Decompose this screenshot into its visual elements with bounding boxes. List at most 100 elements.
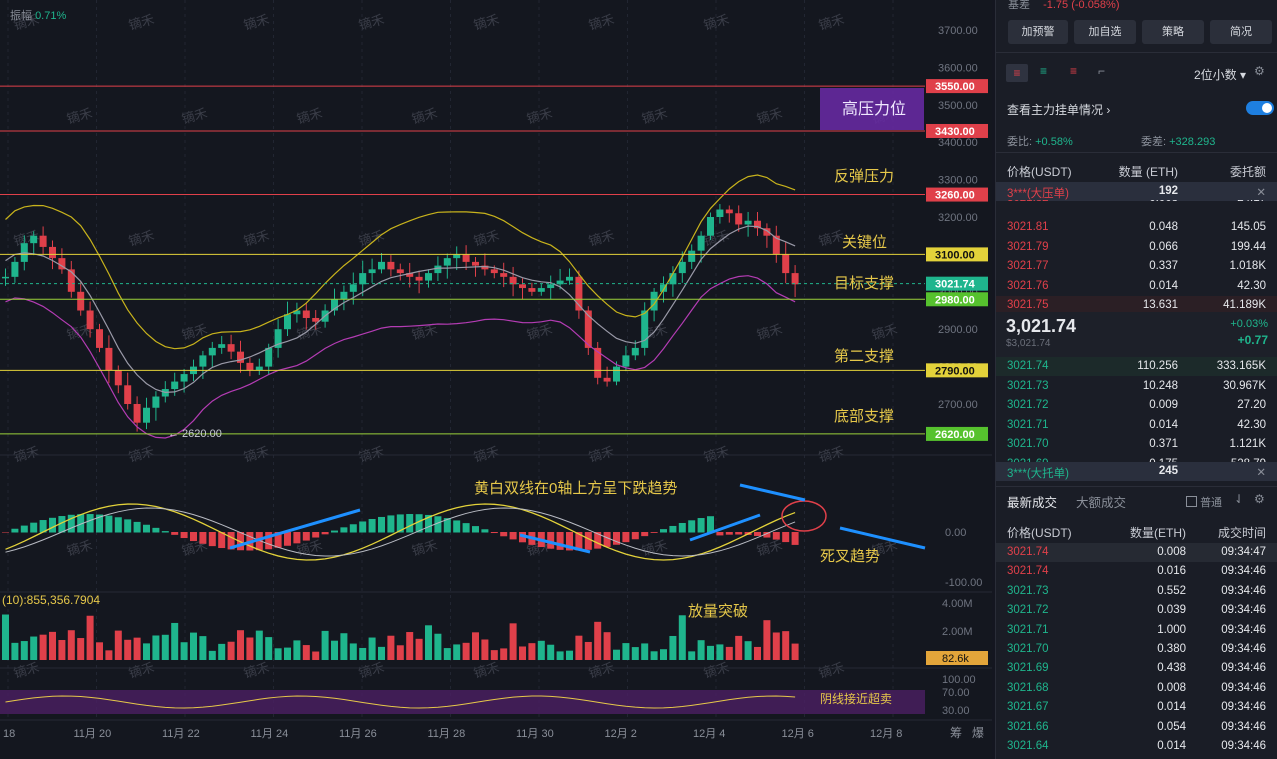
- trade-row-cell: 3021.73: [1007, 584, 1049, 597]
- watermark-text: 镝禾: [410, 321, 439, 342]
- volume-bar: [218, 643, 226, 660]
- trend-arrow: [689, 513, 761, 542]
- ask-row[interactable]: 3021.81 0.048 145.05: [996, 218, 1277, 237]
- volume-bar: [500, 648, 508, 660]
- volume-bar: [58, 640, 66, 660]
- trade-row[interactable]: 3021.74 0.016 09:34:46: [996, 562, 1277, 581]
- tab-latest-trades[interactable]: 最新成交: [1007, 496, 1058, 510]
- watermark-text: 镝禾: [357, 12, 386, 33]
- trade-row[interactable]: 3021.70 0.380 09:34:46: [996, 640, 1277, 659]
- settings-gear-icon[interactable]: ⚙: [1254, 64, 1265, 78]
- candle-body: [688, 250, 696, 262]
- trade-row[interactable]: 3021.67 0.014 09:34:46: [996, 698, 1277, 717]
- ask-row[interactable]: 3021.79 0.066 199.44: [996, 238, 1277, 257]
- bid-row[interactable]: 3021.73 10.248 30.967K: [996, 377, 1277, 396]
- ask-row[interactable]: 3021.76 0.014 42.30: [996, 277, 1277, 296]
- ask-row[interactable]: 3021.82 0.008 24.17: [996, 200, 1277, 208]
- volume-bar: [782, 631, 790, 660]
- trade-row[interactable]: 3021.66 0.054 09:34:46: [996, 718, 1277, 737]
- book-header-amount[interactable]: 委托额: [1229, 165, 1266, 179]
- bid-row[interactable]: 3021.74 110.256 333.165K: [996, 357, 1277, 376]
- candle-body: [171, 381, 179, 390]
- candle-body: [387, 261, 395, 270]
- strategy-button[interactable]: 策略: [1142, 20, 1204, 44]
- book-both-icon[interactable]: ≡: [1006, 64, 1028, 82]
- candle-body: [594, 347, 602, 378]
- volume-bar: [274, 648, 282, 660]
- ask-row-cell: 199.44: [1230, 240, 1266, 253]
- book-bids-icon[interactable]: ≡: [1040, 64, 1048, 78]
- diff-value: +328.293: [1169, 136, 1216, 148]
- big-bid-banner[interactable]: 3***(大托单) 245 ✕: [996, 462, 1277, 481]
- volume-label: (10):855,356.7904: [2, 593, 100, 607]
- filter-icon[interactable]: ⇃: [1234, 492, 1245, 506]
- candle-body: [2, 276, 9, 279]
- big-ask-banner[interactable]: 3***(大压单) 192 ✕: [996, 182, 1277, 201]
- macd-bar: [735, 532, 743, 535]
- candle-body: [791, 273, 799, 285]
- volume-bar: [678, 615, 686, 660]
- macd-bar: [2, 532, 9, 533]
- book-header: 价格(USDT) 数量 (ETH) 委托额: [996, 160, 1277, 179]
- overview-button[interactable]: 简况: [1210, 20, 1272, 44]
- watermark-text: 镝禾: [587, 660, 616, 681]
- candle-body: [500, 273, 508, 277]
- book-depth-icon[interactable]: ⌐: [1098, 64, 1106, 78]
- date-axis-label: 12月 2: [605, 728, 637, 740]
- date-axis-label: 12月 8: [870, 728, 902, 740]
- trades-header-qty[interactable]: 数量(ETH): [1130, 526, 1186, 540]
- close-icon[interactable]: ✕: [1256, 187, 1266, 199]
- tab-large-trades[interactable]: 大额成交: [1076, 496, 1127, 510]
- level-badge-label: 3550.00: [935, 81, 975, 93]
- volume-bar: [190, 632, 197, 660]
- trend-arrow: [839, 526, 926, 550]
- candle-body: [425, 273, 432, 281]
- diff-row: 委差: +328.293: [1141, 133, 1215, 149]
- date-axis-label: 11月 22: [162, 728, 200, 740]
- macd-bar: [349, 524, 357, 533]
- add-alert-button[interactable]: 加预警: [1008, 20, 1068, 44]
- bid-row[interactable]: 3021.71 0.014 42.30: [996, 416, 1277, 435]
- candle-body: [312, 317, 320, 322]
- trade-row[interactable]: 3021.73 0.552 09:34:46: [996, 582, 1277, 601]
- add-favorite-button[interactable]: 加自选: [1074, 20, 1136, 44]
- macd-bar: [415, 514, 423, 533]
- close-icon[interactable]: ✕: [1256, 467, 1266, 479]
- bid-row[interactable]: 3021.70 0.371 1.121K: [996, 435, 1277, 454]
- ask-row[interactable]: 3021.75 13.631 41.189K: [996, 296, 1277, 315]
- book-asks-icon[interactable]: ≡: [1070, 64, 1078, 78]
- volume-bar: [302, 645, 310, 660]
- normal-filter[interactable]: 普通: [1186, 494, 1222, 510]
- watermark-text: 镝禾: [817, 12, 846, 33]
- trade-row-cell: 3021.66: [1007, 720, 1049, 733]
- book-header-qty[interactable]: 数量 (ETH): [1118, 165, 1178, 179]
- candle-body: [669, 273, 677, 285]
- kline-chart[interactable]: 镝禾 镝禾 镝禾 镝禾 镝禾 镝禾 镝禾 镝禾 镝禾 镝禾 镝禾 镝禾 镝禾 镝禾 镝禾 镝禾 镝禾 镝禾 镝禾 镝禾…: [0, 0, 992, 759]
- trade-row[interactable]: 3021.69 0.438 09:34:46: [996, 659, 1277, 678]
- bid-row[interactable]: 3021.69 0.175 528.79: [996, 455, 1277, 464]
- trade-row[interactable]: 3021.74 0.008 09:34:47: [996, 543, 1277, 562]
- candle-body: [725, 209, 733, 214]
- bid-row-cell: 3021.73: [1007, 379, 1049, 392]
- trade-row[interactable]: 3021.64 0.014 09:34:46: [996, 737, 1277, 756]
- normal-checkbox[interactable]: [1186, 496, 1197, 507]
- macd-bar: [387, 515, 395, 533]
- candle-body: [67, 269, 75, 292]
- main-orders-label: 查看主力挂单情况: [1007, 103, 1104, 117]
- decimals-select[interactable]: 2位小数 ▾: [1194, 68, 1247, 82]
- volume-bar: [744, 641, 752, 660]
- bid-row-cell: 27.20: [1237, 399, 1266, 412]
- bid-row-cell: 528.79: [1230, 458, 1266, 464]
- trade-row[interactable]: 3021.72 0.039 09:34:46: [996, 601, 1277, 620]
- main-orders-link[interactable]: 查看主力挂单情况 ›: [1007, 103, 1111, 117]
- ask-row[interactable]: 3021.77 0.337 1.018K: [996, 257, 1277, 276]
- main-orders-toggle[interactable]: [1246, 101, 1274, 115]
- trade-row[interactable]: 3021.68 0.008 09:34:46: [996, 679, 1277, 698]
- candle-body: [622, 355, 630, 367]
- volume-bar: [387, 635, 395, 660]
- bid-row[interactable]: 3021.72 0.009 27.20: [996, 396, 1277, 415]
- trade-row[interactable]: 3021.71 1.000 09:34:46: [996, 621, 1277, 640]
- trade-row-cell: 09:34:46: [1221, 701, 1266, 714]
- trades-settings-icon[interactable]: ⚙: [1254, 492, 1265, 506]
